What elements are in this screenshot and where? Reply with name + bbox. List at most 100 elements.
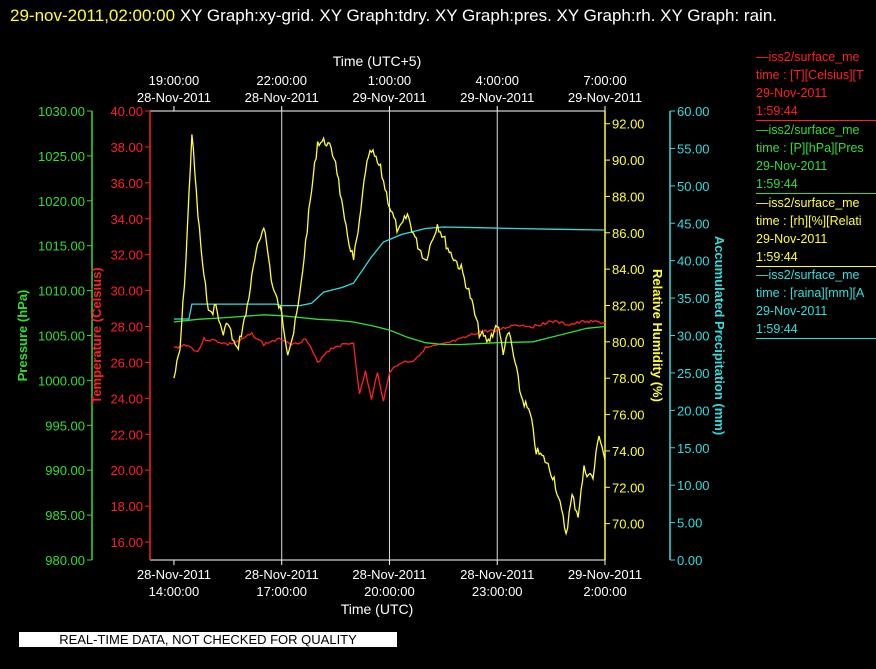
precipitation-tick-label: 0.00 [677, 553, 702, 568]
legend-entry-temperature: —iss2/surface_me time : [T][Celsius][T 2… [756, 48, 876, 121]
humidity-tick-label: 80.00 [612, 335, 645, 350]
x-axis-label: Time (UTC) [341, 601, 414, 617]
precipitation-tick-label: 10.00 [677, 478, 710, 493]
humidity-tick-label: 84.00 [612, 262, 645, 277]
precipitation-tick-label: 30.00 [677, 329, 710, 344]
precipitation-tick-label: 5.00 [677, 516, 702, 531]
legend-series-name: —iss2/surface_me [756, 196, 860, 210]
precipitation-tick-label: 60.00 [677, 104, 710, 119]
humidity-tick-label: 88.00 [612, 189, 645, 204]
precipitation-tick-label: 40.00 [677, 254, 710, 269]
x-top-tick-label-time: 4:00:00 [476, 73, 519, 88]
x-top-tick-label-date: 29-Nov-2011 [568, 90, 642, 105]
x-tick-label-time: 20:00:00 [364, 584, 415, 599]
pressure-tick-label: 1025.00 [38, 149, 85, 164]
legend-entry-pressure: —iss2/surface_me time : [P][hPa][Pres 29… [756, 121, 876, 194]
legend-series-variable: time : [T][Celsius][T [756, 68, 864, 82]
legend-series-date: 29-Nov-2011 [756, 86, 828, 100]
x-tick-label-date: 29-Nov-2011 [568, 567, 642, 582]
header-title: 29-nov-2011,02:00:00 XY Graph:xy-grid. X… [10, 2, 866, 29]
temperature-tick-label: 26.00 [110, 355, 143, 370]
header-timestamp: 29-nov-2011,02:00:00 [10, 6, 176, 25]
precipitation-tick-label: 20.00 [677, 403, 710, 418]
pressure-tick-label: 995.00 [45, 418, 85, 433]
pressure-tick-label: 1015.00 [38, 239, 85, 254]
precipitation-tick-label: 50.00 [677, 179, 710, 194]
chart-axes: 28-Nov-2011 14:00:00 19:00:00 28-Nov-2011 28… [15, 53, 727, 617]
precipitation-axis-label: Accumulated Precipitation (mm) [712, 236, 727, 435]
x-top-tick-label-time: 1:00:00 [368, 73, 411, 88]
humidity-tick-label: 92.00 [612, 117, 645, 132]
legend-series-variable: time : [raina][mm][A [756, 286, 865, 300]
legend-series-name: —iss2/surface_me [756, 123, 860, 137]
x-tick-label-date: 28-Nov-2011 [137, 567, 211, 582]
legend-entry-humidity: —iss2/surface_me time : [rh][%][Relati 2… [756, 194, 876, 267]
x-tick-label-time: 14:00:00 [149, 584, 200, 599]
pressure-tick-label: 1030.00 [38, 104, 85, 119]
x-top-tick-label-time: 22:00:00 [256, 73, 307, 88]
x-top-tick-label-time: 19:00:00 [149, 73, 200, 88]
precipitation-tick-label: 55.00 [677, 141, 710, 156]
x-top-axis-label: Time (UTC+5) [333, 53, 422, 69]
temperature-tick-label: 36.00 [110, 176, 143, 191]
x-top-tick-label-date: 29-Nov-2011 [352, 90, 426, 105]
header-graph-list: XY Graph:xy-grid. XY Graph:tdry. XY Grap… [175, 6, 778, 25]
legend-series-variable: time : [rh][%][Relati [756, 214, 862, 228]
humidity-tick-label: 74.00 [612, 444, 645, 459]
x-tick-label-time: 23:00:00 [472, 584, 523, 599]
humidity-tick-label: 78.00 [612, 371, 645, 386]
temperature-tick-label: 18.00 [110, 499, 143, 514]
pressure-tick-label: 1020.00 [38, 194, 85, 209]
humidity-tick-label: 76.00 [612, 408, 645, 423]
precipitation-tick-label: 35.00 [677, 291, 710, 306]
legend-entry-precipitation: —iss2/surface_me time : [raina][mm][A 29… [756, 266, 876, 339]
pressure-axis-label: Pressure (hPa) [15, 290, 30, 382]
temperature-axis-label: Temperature (Celsius) [89, 267, 104, 403]
legend-series-variable: time : [P][hPa][Pres [756, 141, 864, 155]
temperature-tick-label: 20.00 [110, 463, 143, 478]
legend-series-time: 1:59:44 [756, 322, 798, 336]
temperature-tick-label: 30.00 [110, 284, 143, 299]
temperature-tick-label: 24.00 [110, 391, 143, 406]
pressure-tick-label: 990.00 [45, 463, 85, 478]
legend-series-time: 1:59:44 [756, 177, 798, 191]
precipitation-tick-label: 45.00 [677, 216, 710, 231]
pressure-tick-label: 1010.00 [38, 284, 85, 299]
series-line-temperature [173, 319, 606, 402]
legend-series-date: 29-Nov-2011 [756, 304, 828, 318]
humidity-tick-label: 86.00 [612, 226, 645, 241]
x-tick-label-date: 28-Nov-2011 [352, 567, 426, 582]
pressure-tick-label: 1000.00 [38, 373, 85, 388]
legend-series-date: 29-Nov-2011 [756, 159, 828, 173]
precipitation-tick-label: 25.00 [677, 366, 710, 381]
legend-series-time: 1:59:44 [756, 104, 798, 118]
humidity-tick-label: 72.00 [612, 480, 645, 495]
legend-series-name: —iss2/surface_me [756, 268, 860, 282]
temperature-tick-label: 34.00 [110, 212, 143, 227]
temperature-tick-label: 32.00 [110, 248, 143, 263]
humidity-tick-label: 90.00 [612, 153, 645, 168]
precipitation-tick-label: 15.00 [677, 441, 710, 456]
temperature-tick-label: 40.00 [110, 104, 143, 119]
x-top-tick-label-time: 7:00:00 [583, 73, 626, 88]
x-top-tick-label-date: 29-Nov-2011 [460, 90, 534, 105]
humidity-axis-label: Relative Humidity (%) [650, 269, 665, 402]
x-tick-label-date: 28-Nov-2011 [460, 567, 534, 582]
chart-grid [149, 110, 605, 561]
chart-series [173, 134, 606, 537]
temperature-tick-label: 22.00 [110, 427, 143, 442]
temperature-tick-label: 28.00 [110, 320, 143, 335]
x-top-tick-label-date: 28-Nov-2011 [137, 90, 211, 105]
humidity-tick-label: 70.00 [612, 517, 645, 532]
legend-series-date: 29-Nov-2011 [756, 232, 828, 246]
pressure-tick-label: 985.00 [45, 508, 85, 523]
x-tick-label-time: 2:00:00 [583, 584, 626, 599]
x-tick-label-time: 17:00:00 [256, 584, 307, 599]
legend-series-name: —iss2/surface_me [756, 50, 860, 64]
temperature-tick-label: 38.00 [110, 140, 143, 155]
qc-notice: REAL-TIME DATA, NOT CHECKED FOR QUALITY [19, 632, 397, 647]
x-tick-label-date: 28-Nov-2011 [245, 567, 319, 582]
x-top-tick-label-date: 28-Nov-2011 [245, 90, 319, 105]
series-line-precipitation [173, 226, 606, 320]
